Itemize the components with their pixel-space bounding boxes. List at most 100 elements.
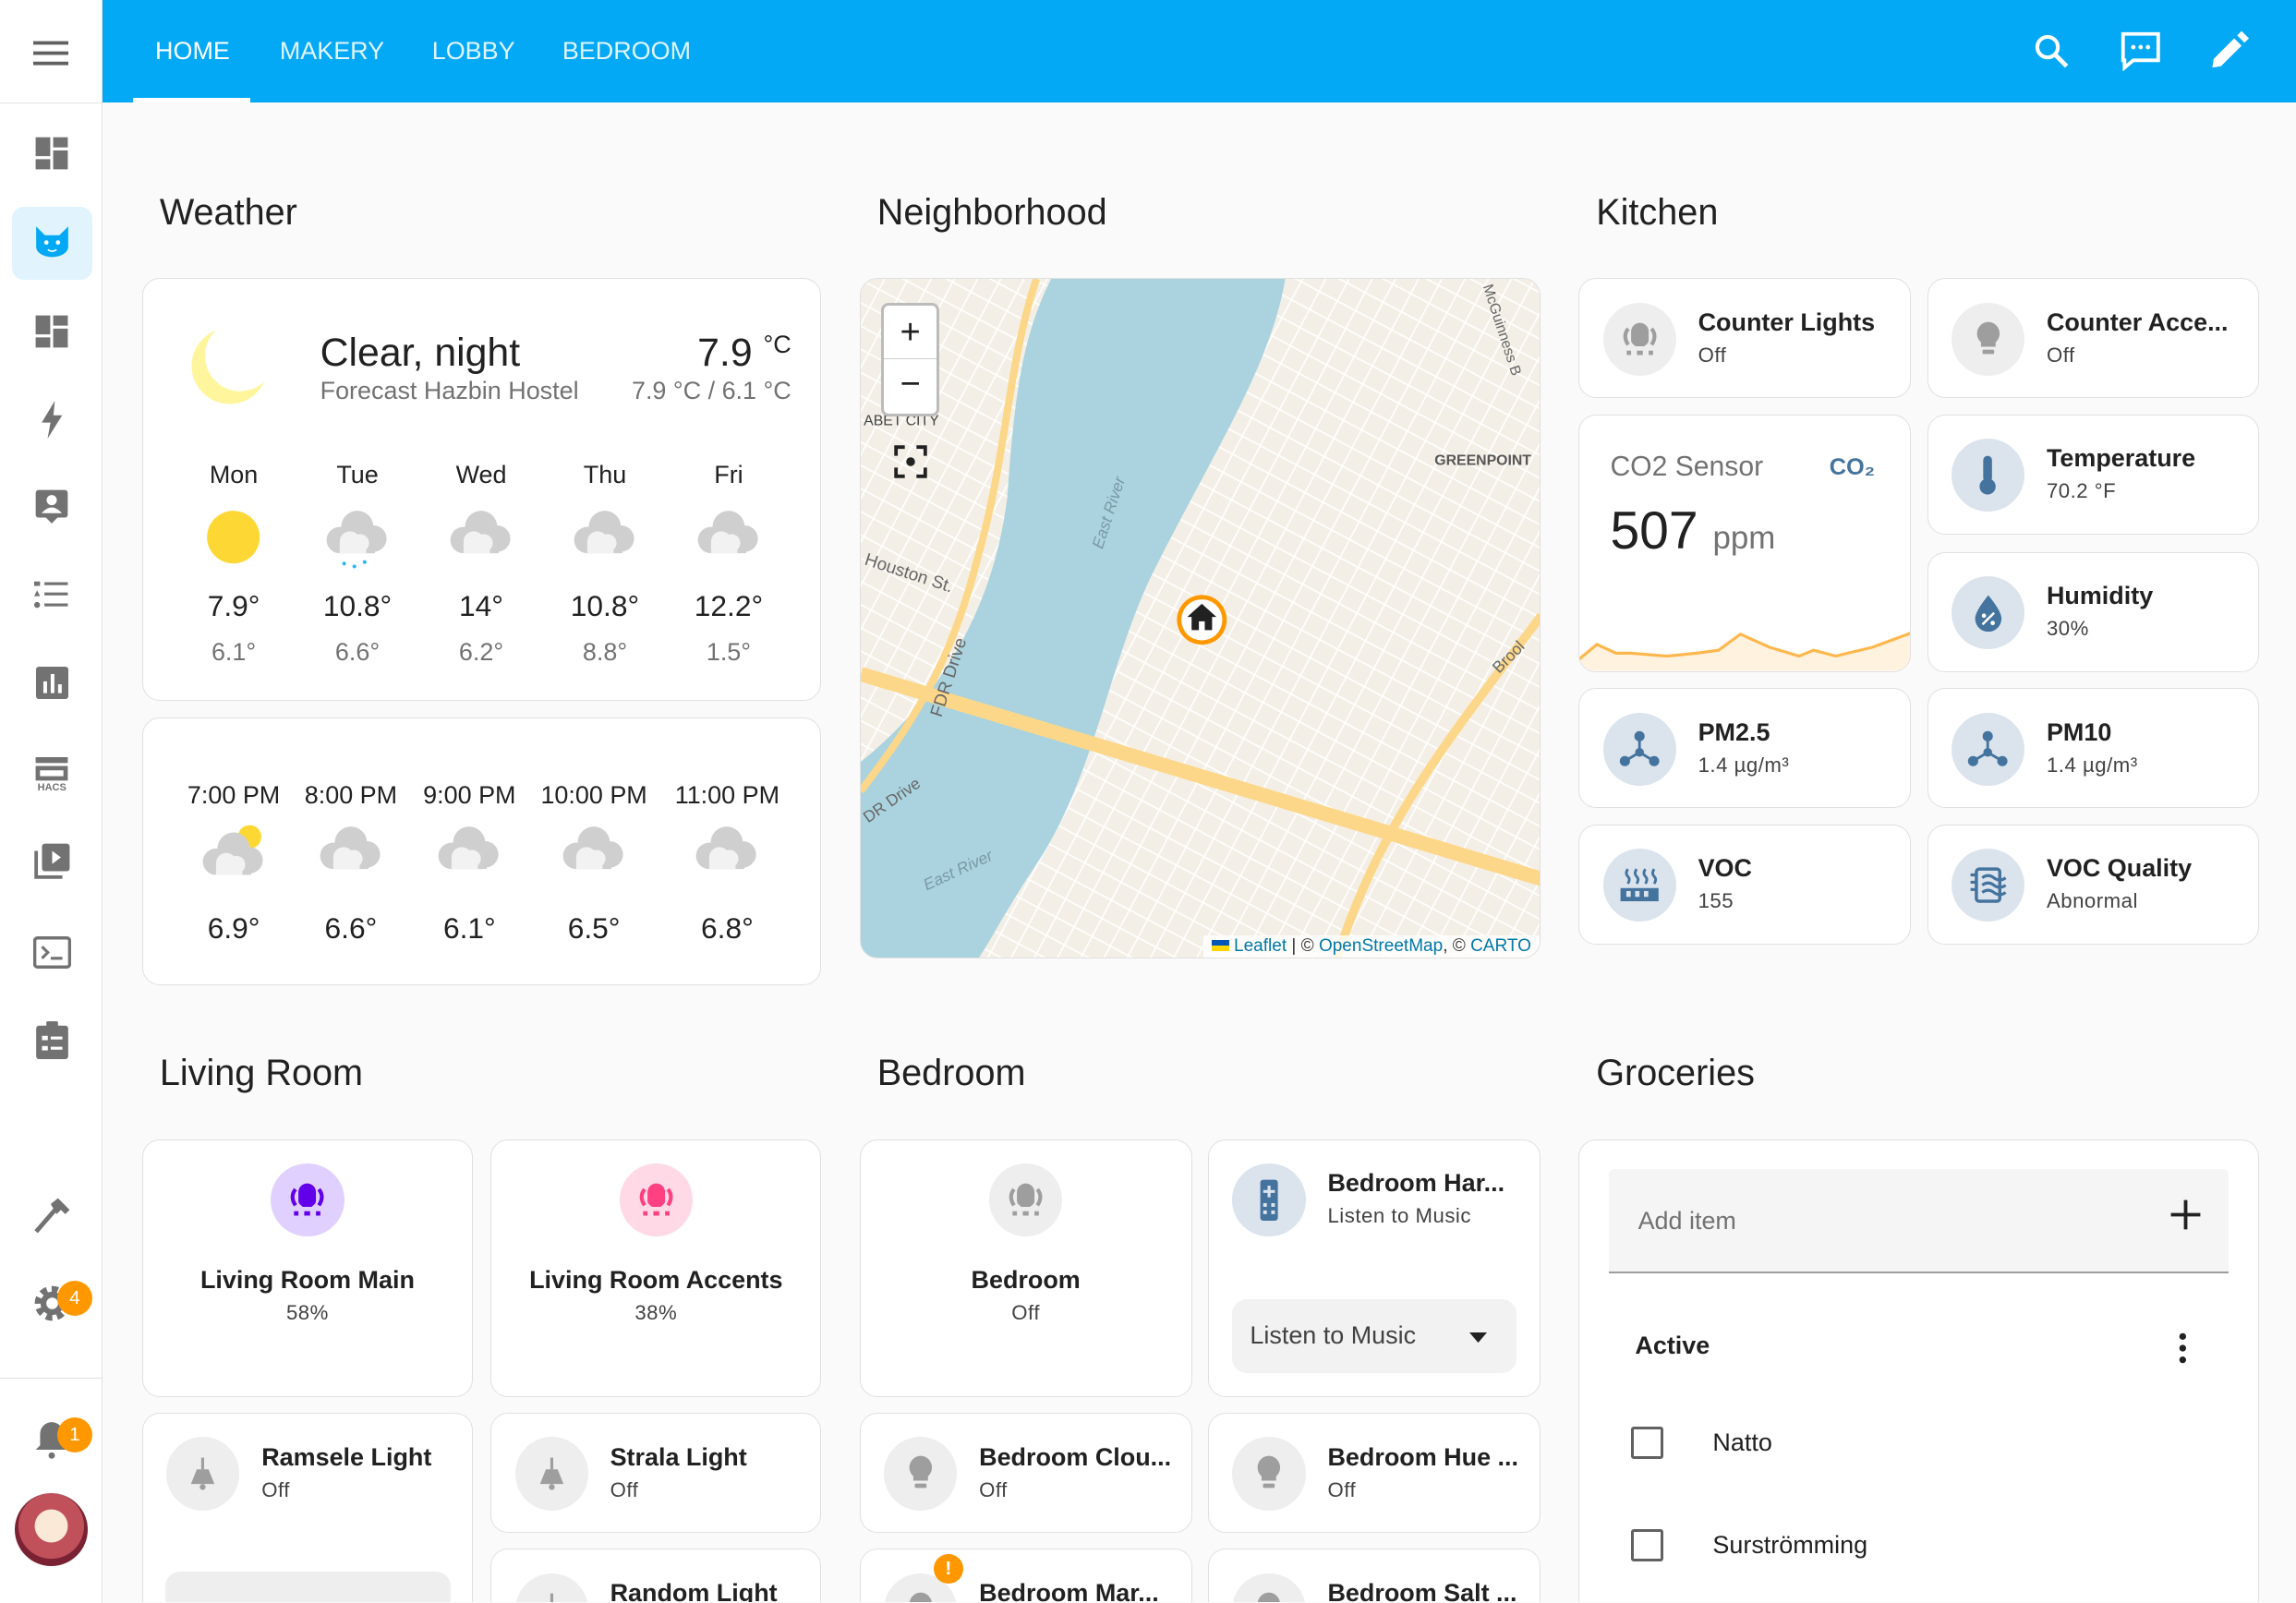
lightbulb-icon[interactable] [1951,302,2025,376]
molecule-icon[interactable] [1951,712,2025,786]
tile-state: 1.4 µg/m³ [1698,753,1790,777]
co2-value: 507 [1610,500,1698,560]
ceiling-light-icon[interactable] [514,1437,588,1511]
tile-name: Ramsele Light [261,1442,432,1471]
entity-tile[interactable]: Ramsele Light Off [141,1413,474,1602]
zoom-in-button[interactable]: + [883,306,937,360]
notifications-button[interactable]: 1 [12,1405,92,1478]
lightbulb-icon[interactable] [1232,1573,1306,1602]
ukraine-flag-icon [1211,939,1229,952]
carto-link[interactable]: CARTO [1470,936,1531,957]
partly-cloudy-icon [172,824,295,884]
tab-home[interactable]: HOME [155,36,230,65]
entity-tile[interactable]: Counter Acce... Off [1927,278,2260,399]
sidebar-item-history[interactable] [12,648,92,721]
entity-tile[interactable]: VOC 155 [1578,824,1912,945]
map[interactable]: ABET CITY GREENPOINT Houston St. FDR Dri… [860,279,1541,958]
tab-lobby[interactable]: LOBBY [431,36,515,65]
entity-tile[interactable]: Bedroom Off [859,1139,1192,1397]
user-avatar[interactable] [14,1493,89,1567]
activity-select[interactable]: Listen to Music [1232,1299,1517,1373]
sidebar-item-overview[interactable] [12,118,92,191]
sidebar-item-media[interactable] [12,827,92,900]
sidebar-item-cat[interactable] [11,206,92,280]
forecast-high: 14° [459,589,503,623]
recenter-icon[interactable] [893,444,928,484]
light-brightness-slider[interactable] [164,1572,451,1602]
home-marker[interactable] [1177,595,1227,645]
forecast-low: 6.2° [458,637,504,666]
lightbulb-group-icon[interactable] [1602,302,1676,376]
co2-sensor-card[interactable]: CO2 Sensor CO₂ 507 ppm [1578,414,1912,672]
lightbulb-group-icon[interactable] [271,1163,344,1237]
entity-tile[interactable]: Counter Lights Off [1578,278,1912,399]
chat-icon[interactable] [2119,30,2163,74]
radiator-icon[interactable] [1602,848,1676,922]
lightbulb-icon[interactable] [1232,1437,1306,1511]
molecule-icon[interactable] [1602,712,1676,786]
entity-tile[interactable]: Random Light [490,1549,822,1602]
entity-tile[interactable]: Temperature 70.2 °F [1927,414,2260,535]
air-filter-icon[interactable] [1951,848,2025,922]
sidebar-item-logbook[interactable] [12,560,92,633]
molecule-co2-icon: CO₂ [1829,454,1876,481]
forecast-low: 1.5° [706,637,752,666]
cloudy-icon [408,824,531,878]
entity-tile[interactable]: Bedroom Hue ... Off [1208,1413,1541,1533]
sidebar-item-settings[interactable]: 4 [12,1270,92,1343]
plus-icon[interactable] [2169,1199,2202,1235]
tile-state: 58% [285,1300,329,1324]
tab-bedroom[interactable]: BEDROOM [562,36,692,65]
hourly-forecast-card[interactable]: 7:00 PM 6.9° 8:00 PM 6.6° 9:00 PM 6.1° 10:0… [141,717,822,986]
sidebar-item-dashboard[interactable] [12,297,92,370]
sidebar-item-people[interactable] [12,473,92,546]
sidebar-item-energy[interactable] [12,385,92,458]
checkbox-surstromming[interactable] [1630,1529,1663,1562]
entity-tile[interactable]: Bedroom Mar... ! [859,1549,1192,1602]
menu-icon[interactable] [33,40,69,71]
tab-makery[interactable]: MAKERY [279,36,385,65]
thermometer-icon[interactable] [1951,439,2025,512]
entity-tile[interactable]: Humidity 30% [1927,551,2260,672]
search-icon[interactable] [2030,30,2074,74]
lightbulb-icon[interactable] [884,1437,958,1511]
rainy-icon [296,508,418,577]
ceiling-light-icon[interactable] [166,1437,240,1511]
entity-tile[interactable]: PM2.5 1.4 µg/m³ [1578,688,1912,809]
lightbulb-group-icon[interactable] [989,1163,1063,1237]
lightbulb-group-icon[interactable] [619,1163,693,1237]
zoom-out-button[interactable]: − [900,365,921,404]
entity-tile[interactable]: Strala Light Off [490,1413,822,1533]
map-card[interactable]: ABET CITY GREENPOINT Houston St. FDR Dri… [859,278,1541,959]
attribution-separator: , © [1443,936,1471,957]
entity-tile[interactable]: Living Room Accents 38% [490,1139,822,1397]
leaflet-link[interactable]: Leaflet [1234,936,1287,957]
pencil-icon[interactable] [2206,30,2251,74]
more-vert-icon[interactable] [2177,1331,2189,1370]
remote-icon[interactable] [1232,1163,1306,1237]
sidebar-item-developer-tools[interactable] [12,1181,92,1254]
sidebar-divider [0,1377,102,1379]
water-percent-icon[interactable] [1951,576,2025,650]
temp-hilo: 7.9 °C / 6.1 °C [631,377,792,405]
entity-tile[interactable]: VOC Quality Abnormal [1927,824,2260,945]
sidebar-item-terminal[interactable] [12,918,92,991]
tile-name: Bedroom Har... [1327,1169,1505,1198]
tile-state: Off [1698,343,1727,367]
tile-state: Off [261,1477,290,1501]
entity-tile[interactable]: Bedroom Har... Listen to Music Listen to … [1208,1139,1541,1397]
entity-tile[interactable]: Bedroom Salt ... [1208,1549,1541,1602]
ceiling-light-icon[interactable] [514,1573,588,1602]
entity-tile[interactable]: PM10 1.4 µg/m³ [1927,688,2260,809]
add-item-input[interactable]: Add item [1608,1169,2229,1273]
entity-tile[interactable]: Living Room Main 58% [141,1139,474,1397]
sidebar-item-todo[interactable] [12,1006,92,1079]
checkbox-natto[interactable] [1630,1427,1663,1460]
weather-forecast-card[interactable]: Clear, night Forecast Hazbin Hostel 7.9 … [141,278,822,702]
add-item-placeholder: Add item [1637,1207,1736,1235]
entity-tile[interactable]: Bedroom Clou... Off [859,1413,1192,1533]
grocery-item: Surströmming [1712,1530,1868,1559]
sidebar-item-hacs[interactable]: HACS [12,740,92,813]
osm-link[interactable]: OpenStreetMap [1318,936,1444,957]
